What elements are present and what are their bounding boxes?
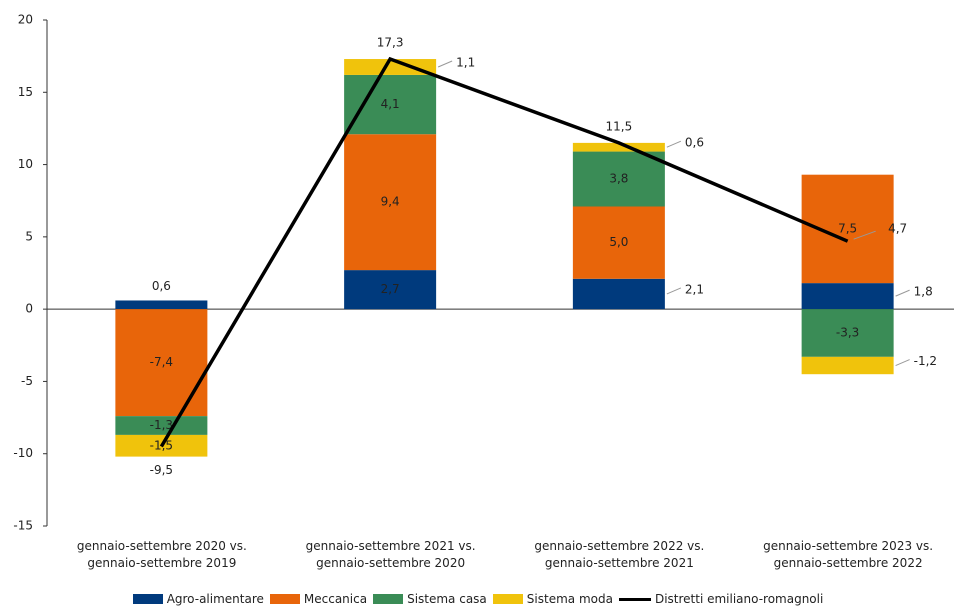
data-label: 2,1 bbox=[685, 282, 704, 296]
legend-label: Agro-alimentare bbox=[166, 592, 264, 606]
data-label: -7,4 bbox=[150, 355, 173, 369]
y-tick-label: -15 bbox=[13, 519, 33, 533]
legend-swatch bbox=[492, 594, 523, 604]
y-tick-label: 20 bbox=[18, 13, 33, 27]
leader-line bbox=[895, 289, 910, 297]
legend-label: Meccanica bbox=[303, 592, 368, 606]
data-label: 9,4 bbox=[381, 195, 400, 209]
legend-item: Agro-alimentare bbox=[132, 592, 264, 606]
data-label: 3,8 bbox=[609, 172, 628, 186]
x-tick-label: gennaio-settembre 2021 vs. gennaio-sette… bbox=[305, 539, 476, 570]
data-label: -1,2 bbox=[914, 354, 937, 368]
data-label: 11,5 bbox=[606, 119, 633, 133]
legend-item: Sistema casa bbox=[373, 592, 487, 606]
bar bbox=[572, 142, 665, 152]
bar bbox=[344, 270, 437, 310]
y-tick-label: 15 bbox=[18, 85, 33, 99]
leader-line bbox=[666, 287, 682, 295]
data-label: 0,6 bbox=[152, 279, 171, 293]
data-label: 17,3 bbox=[377, 36, 404, 50]
data-label: 2,7 bbox=[381, 282, 400, 296]
leader-line bbox=[895, 359, 910, 366]
bar bbox=[572, 206, 665, 279]
data-label: -3,3 bbox=[836, 325, 859, 339]
y-tick-label: 10 bbox=[18, 157, 33, 171]
data-label: 5,0 bbox=[609, 235, 628, 249]
legend-swatch bbox=[269, 594, 300, 604]
x-tick-label: gennaio-settembre 2020 vs. gennaio-sette… bbox=[76, 539, 247, 570]
data-label: 0,6 bbox=[685, 136, 704, 150]
bar bbox=[115, 416, 208, 435]
bar bbox=[801, 283, 894, 310]
bar bbox=[572, 278, 665, 310]
bar bbox=[801, 309, 894, 357]
data-label: 1,1 bbox=[456, 55, 475, 69]
legend-item: Distretti emiliano-romagnoli bbox=[618, 592, 824, 606]
data-label: 7,5 bbox=[838, 221, 857, 235]
bar bbox=[572, 151, 665, 207]
legend-label: Sistema moda bbox=[526, 592, 613, 606]
legend-label: Distretti emiliano-romagnoli bbox=[654, 592, 824, 606]
y-tick-label: 5 bbox=[25, 229, 33, 243]
y-tick-label: 0 bbox=[25, 302, 33, 316]
legend-swatch bbox=[373, 594, 404, 604]
legend-item: Sistema moda bbox=[492, 592, 613, 606]
legend-swatch bbox=[618, 597, 651, 601]
data-label: 4,1 bbox=[381, 97, 400, 111]
bar bbox=[344, 134, 437, 271]
line bbox=[159, 56, 849, 448]
leader-line bbox=[853, 230, 876, 240]
leader-line bbox=[437, 60, 453, 68]
bar bbox=[344, 59, 437, 75]
legend: Agro-alimentare Meccanica Sistema casa Sist… bbox=[0, 592, 956, 606]
bar bbox=[115, 300, 208, 310]
legend-item: Meccanica bbox=[269, 592, 368, 606]
data-label: 1,8 bbox=[914, 285, 933, 299]
bar bbox=[801, 356, 894, 375]
y-tick-label: -10 bbox=[13, 446, 33, 460]
legend-swatch bbox=[132, 594, 163, 604]
data-label: -9,5 bbox=[150, 463, 173, 477]
bar bbox=[115, 309, 208, 417]
x-tick-label: gennaio-settembre 2023 vs. gennaio-sette… bbox=[763, 539, 934, 570]
y-tick-label: -5 bbox=[21, 374, 33, 388]
data-label: -1,3 bbox=[150, 418, 173, 432]
legend-label: Sistema casa bbox=[407, 592, 487, 606]
x-tick-label: gennaio-settembre 2022 vs. gennaio-sette… bbox=[534, 539, 705, 570]
data-label: 4,7 bbox=[888, 222, 907, 236]
leader-line bbox=[666, 140, 682, 148]
bar bbox=[344, 74, 437, 135]
